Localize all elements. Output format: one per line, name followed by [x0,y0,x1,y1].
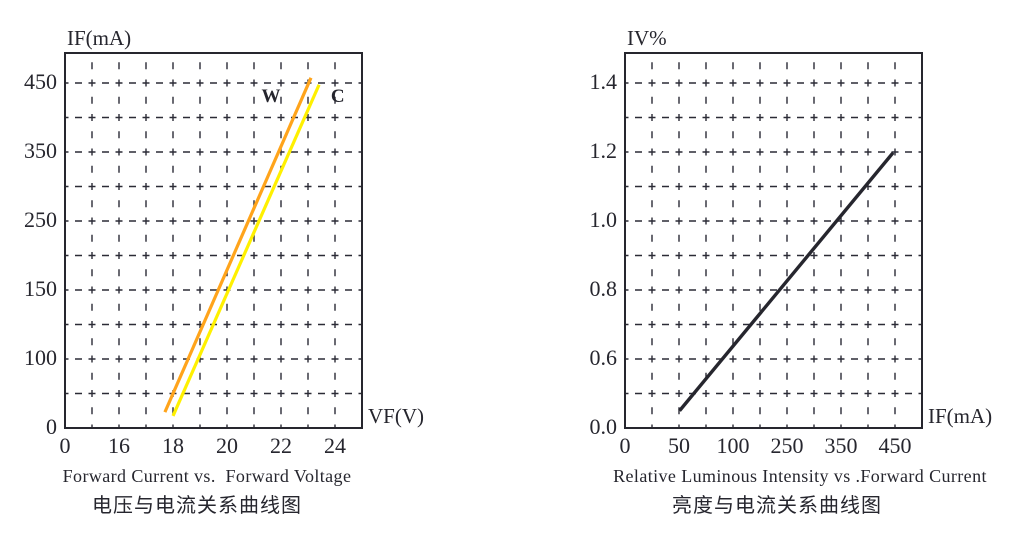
x-tick-label: 250 [771,433,804,458]
y-tick-label: 350 [24,138,57,163]
x-tick-label: 18 [162,433,184,458]
curve-w [163,77,313,413]
y-tick-label: 0.0 [590,414,618,439]
caption-en-right: Relative Luminous Intensity vs .Forward … [613,466,987,486]
curve-c [171,84,321,417]
curve-iv [678,151,895,412]
x-tick-label: 100 [717,433,750,458]
x-axis-title: IF(mA) [928,404,992,428]
y-tick-label: 1.2 [590,138,618,163]
y-tick-label: 0.6 [590,345,618,370]
caption-en-left: Forward Current vs. Forward Voltage [62,466,352,486]
chart-luminous-intensity-vs-forward-current: 1.4 1.2 1.0 0.8 0.6 0.00 50 100 250 350 450 IV% IF(m… [590,26,993,458]
caption-zh-left: 电压与电流关系曲线图 [92,495,302,517]
x-tick-label: 0 [60,433,71,458]
y-tick-label: 0.8 [590,276,618,301]
x-tick-label: 24 [324,433,346,458]
y-tick-label: 100 [24,345,57,370]
y-axis-title: IV% [627,26,667,50]
x-tick-label: 20 [216,433,238,458]
plot-border [64,52,363,429]
x-tick-label: 22 [270,433,292,458]
x-tick-label: 50 [668,433,690,458]
x-tick-label: 16 [108,433,130,458]
y-tick-label: 1.0 [590,207,618,232]
y-tick-label: 250 [24,207,57,232]
series-label-c: C [331,86,345,107]
y-tick-label: 0 [46,414,57,439]
series-label-w: W [262,86,281,107]
y-tick-label: 150 [24,276,57,301]
y-tick-label: 450 [24,69,57,94]
caption-zh-right: 亮度与电流关系曲线图 [672,495,882,517]
x-tick-label: 350 [825,433,858,458]
x-tick-label: 0 [620,433,631,458]
x-tick-label: 450 [879,433,912,458]
y-axis-title: IF(mA) [67,26,131,50]
x-axis-title: VF(V) [368,404,424,428]
plot-border [624,52,923,429]
chart-forward-current-vs-forward-voltage: 450 350 250 150 100 00 16 18 20 22 24 IF(mA) VF(V) W C [24,26,424,458]
y-tick-label: 1.4 [590,69,618,94]
